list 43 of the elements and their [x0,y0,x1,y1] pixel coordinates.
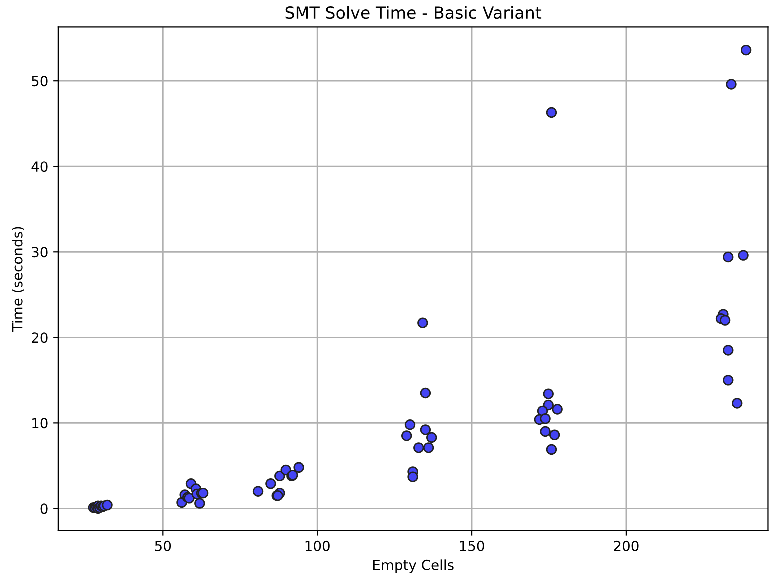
y-axis-title: Time (seconds) [12,227,24,332]
point [723,375,734,386]
point [740,44,752,56]
x-tick-label: 100 [306,540,330,552]
x-tick-label: 50 [155,540,172,552]
y-tick-label: 10 [32,418,48,429]
point [549,430,560,441]
y-tick-label: 50 [32,76,48,87]
x-tick-label: 150 [460,540,484,552]
chart-title: SMT Solve Time - Basic Variant [286,6,542,20]
point [426,432,438,444]
point [546,107,558,118]
point [408,472,418,482]
point [546,444,558,456]
point [723,345,734,356]
point [540,426,551,438]
point [252,486,264,497]
point [266,478,276,490]
point [418,318,428,328]
y-tick-label: 40 [32,162,48,172]
point [294,462,304,474]
x-tick-label: 200 [614,540,639,552]
point [402,430,412,442]
point [274,470,286,482]
point [723,252,734,263]
point [552,404,563,415]
point [423,442,434,454]
y-tick-label: 0 [40,504,48,514]
point [738,250,749,261]
point [732,398,743,409]
y-tick-label: 30 [32,247,48,258]
point [414,442,424,454]
point [720,315,731,326]
point [420,388,432,399]
y-tick-label: 20 [32,332,48,344]
point [540,414,551,424]
point [404,420,416,430]
x-axis-title: Empty Cells [374,560,454,574]
point [726,79,737,90]
point [102,500,113,511]
point [420,424,432,436]
point [543,388,554,400]
point [194,498,206,509]
